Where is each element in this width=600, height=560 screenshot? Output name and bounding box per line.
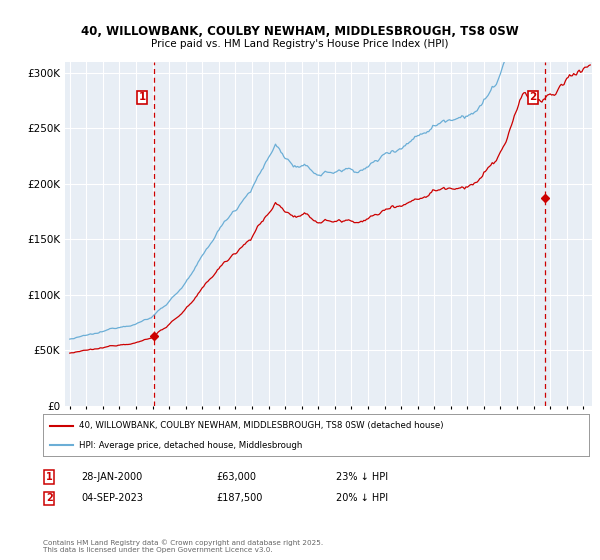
- Text: £187,500: £187,500: [216, 493, 262, 503]
- Text: 2: 2: [530, 92, 537, 102]
- Text: 40, WILLOWBANK, COULBY NEWHAM, MIDDLESBROUGH, TS8 0SW (detached house): 40, WILLOWBANK, COULBY NEWHAM, MIDDLESBR…: [79, 421, 443, 430]
- Text: Price paid vs. HM Land Registry's House Price Index (HPI): Price paid vs. HM Land Registry's House …: [151, 39, 449, 49]
- Text: 23% ↓ HPI: 23% ↓ HPI: [336, 472, 388, 482]
- Text: 1: 1: [46, 472, 53, 482]
- Text: 28-JAN-2000: 28-JAN-2000: [81, 472, 142, 482]
- Text: 04-SEP-2023: 04-SEP-2023: [81, 493, 143, 503]
- Text: 20% ↓ HPI: 20% ↓ HPI: [336, 493, 388, 503]
- Text: 2: 2: [46, 493, 53, 503]
- Text: £63,000: £63,000: [216, 472, 256, 482]
- Text: Contains HM Land Registry data © Crown copyright and database right 2025.
This d: Contains HM Land Registry data © Crown c…: [43, 540, 323, 553]
- Text: 40, WILLOWBANK, COULBY NEWHAM, MIDDLESBROUGH, TS8 0SW: 40, WILLOWBANK, COULBY NEWHAM, MIDDLESBR…: [81, 25, 519, 38]
- Text: 1: 1: [139, 92, 146, 102]
- Text: HPI: Average price, detached house, Middlesbrough: HPI: Average price, detached house, Midd…: [79, 441, 302, 450]
